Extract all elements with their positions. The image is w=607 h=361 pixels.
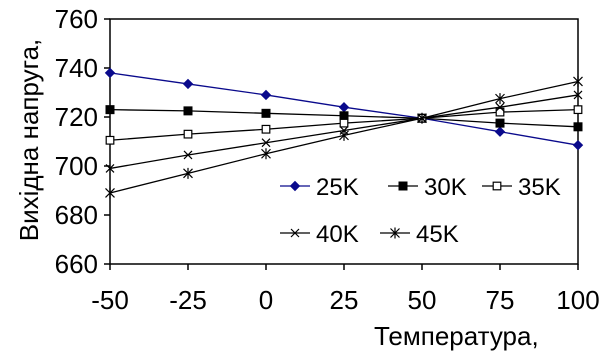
data-point bbox=[338, 101, 350, 113]
x-tick-label: 25 bbox=[330, 285, 359, 315]
x-tick-label: 50 bbox=[408, 285, 437, 315]
legend-item-35k: 35K bbox=[482, 174, 561, 201]
data-point bbox=[289, 180, 301, 192]
data-point bbox=[183, 150, 193, 160]
legend-label: 30K bbox=[424, 174, 467, 201]
data-point bbox=[183, 167, 193, 179]
data-point bbox=[339, 111, 349, 121]
data-point bbox=[260, 89, 272, 101]
data-point bbox=[290, 228, 300, 238]
legend-item-40k: 40K bbox=[280, 221, 359, 248]
data-point bbox=[105, 135, 115, 145]
data-point bbox=[182, 78, 194, 90]
data-point bbox=[417, 112, 427, 124]
data-point bbox=[495, 93, 505, 105]
data-point bbox=[183, 129, 193, 139]
x-tick-label: -25 bbox=[169, 285, 207, 315]
data-point bbox=[261, 108, 271, 118]
data-point bbox=[105, 164, 115, 173]
y-tick-label: 740 bbox=[55, 53, 98, 83]
series-30k bbox=[105, 105, 583, 132]
data-point bbox=[495, 118, 505, 128]
series-group bbox=[104, 67, 584, 199]
x-axis-label: Температура, bbox=[374, 321, 539, 351]
data-point bbox=[495, 102, 505, 112]
legend-label: 40K bbox=[316, 221, 359, 248]
y-axis-label: Вихідна напруга, bbox=[14, 39, 44, 242]
data-point bbox=[390, 227, 400, 239]
x-tick-label: 100 bbox=[556, 285, 599, 315]
y-tick-label: 720 bbox=[55, 102, 98, 132]
data-point bbox=[105, 105, 115, 115]
legend-item-45k: 45K bbox=[380, 221, 459, 248]
data-point bbox=[261, 124, 271, 134]
x-tick-label: 0 bbox=[259, 285, 273, 315]
data-point bbox=[261, 148, 271, 160]
data-point bbox=[495, 107, 505, 117]
legend-label: 35K bbox=[518, 174, 561, 201]
data-point bbox=[339, 129, 349, 141]
y-tick-label: 660 bbox=[55, 249, 98, 279]
legend-item-25k: 25K bbox=[280, 174, 359, 201]
y-tick-label: 760 bbox=[55, 4, 98, 34]
data-point bbox=[183, 106, 193, 116]
data-point bbox=[572, 139, 584, 151]
data-point bbox=[104, 67, 116, 79]
y-tick-label: 680 bbox=[55, 200, 98, 230]
data-point bbox=[398, 181, 408, 191]
legend-item-30k: 30K bbox=[388, 174, 467, 201]
data-point bbox=[492, 181, 502, 191]
legend-label: 25K bbox=[316, 174, 359, 201]
y-tick-label: 700 bbox=[55, 151, 98, 181]
axes: 660 680 700 720 740 760 -50 -25 0 25 50 75 100 bbox=[55, 4, 600, 315]
data-point bbox=[494, 126, 506, 137]
data-point bbox=[105, 187, 115, 199]
series-45k bbox=[105, 75, 583, 199]
data-point bbox=[573, 75, 583, 87]
data-point bbox=[339, 118, 349, 128]
data-point bbox=[261, 138, 271, 148]
legend: 25K 30K 35K 40K 45K bbox=[280, 174, 561, 248]
x-tick-label: -50 bbox=[91, 285, 129, 315]
data-point bbox=[573, 122, 583, 132]
legend-label: 45K bbox=[416, 221, 459, 248]
data-point bbox=[573, 90, 583, 100]
data-point bbox=[573, 105, 583, 115]
x-tick-label: 75 bbox=[486, 285, 515, 315]
